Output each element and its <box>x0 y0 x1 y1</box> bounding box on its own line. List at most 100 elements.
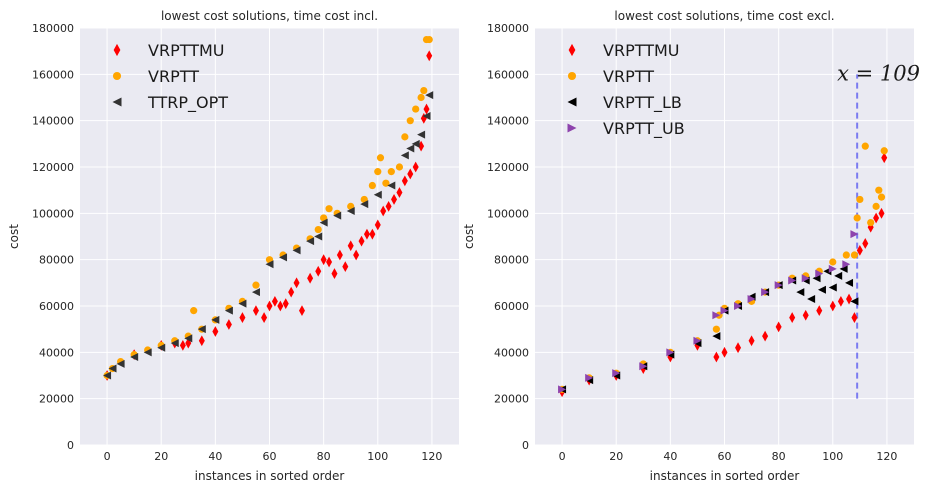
left-y-tick-label: 140000 <box>32 115 74 128</box>
right-y-tick-label: 160000 <box>487 68 529 81</box>
right-data-point <box>612 369 621 378</box>
left-data-point <box>212 326 219 337</box>
left-data-point <box>369 228 376 240</box>
left-data-point <box>279 253 288 262</box>
right-data-point <box>867 219 875 227</box>
right-data-point <box>802 309 809 321</box>
left-y-tick-label: 20000 <box>39 393 74 406</box>
left-data-point <box>420 112 427 124</box>
left-legend-label: VRPTTMU <box>148 41 225 60</box>
left-data-point <box>288 286 295 298</box>
right-x-tick-label: 20 <box>609 450 623 463</box>
left-data-point <box>380 205 387 217</box>
left-data-point <box>211 315 220 324</box>
left-data-point <box>266 300 273 312</box>
right-data-point <box>873 212 880 224</box>
right-legend-label: VRPTT_UB <box>603 119 685 139</box>
left-data-point <box>395 163 404 171</box>
right-y-tick-label: 0 <box>522 439 529 452</box>
right-data-point <box>828 264 837 273</box>
right-data-point <box>775 321 782 333</box>
right-chart-title: lowest cost solutions, time cost excl. <box>614 9 834 23</box>
left-data-point <box>116 359 125 368</box>
left-data-point <box>385 200 392 212</box>
left-y-tick-label: 180000 <box>32 22 74 35</box>
right-data-point <box>842 251 850 259</box>
right-legend-label: VRPTT <box>603 67 654 86</box>
left-data-point <box>347 240 354 252</box>
right-data-point <box>639 362 648 371</box>
left-data-point <box>346 207 355 216</box>
left-data-point <box>374 168 382 176</box>
left-y-tick-label: 160000 <box>32 68 74 81</box>
right-data-point <box>812 274 821 283</box>
right-data-point <box>856 245 863 256</box>
left-legend-label: VRPTT <box>148 67 199 86</box>
right-legend-marker <box>567 71 577 81</box>
left-data-point <box>422 112 431 121</box>
right-data-point <box>666 348 675 357</box>
left-data-point <box>225 319 232 330</box>
left-data-point <box>401 133 409 141</box>
right-y-tick-label: 20000 <box>494 393 529 406</box>
right-y-tick-label: 140000 <box>487 115 529 128</box>
right-data-point <box>761 288 770 297</box>
left-data-point <box>326 256 333 268</box>
right-legend-label: VRPTT_LB <box>603 93 682 113</box>
left-data-point <box>376 154 385 162</box>
left-legend-marker <box>112 97 122 107</box>
right-data-point <box>693 336 702 345</box>
right-legend-marker <box>567 97 577 107</box>
left-x-tick-label: 80 <box>317 450 331 463</box>
left-data-point <box>358 235 365 247</box>
left-data-point <box>306 237 315 246</box>
right-y-tick-label: 120000 <box>487 161 529 174</box>
right-data-point <box>667 351 674 363</box>
right-y-tick-label: 180000 <box>487 22 529 35</box>
right-x-tick-label: 120 <box>876 450 897 463</box>
right-data-point <box>875 186 883 194</box>
left-data-point <box>251 288 260 297</box>
right-data-point <box>712 332 721 341</box>
right-data-point <box>585 373 594 382</box>
right-data-point <box>829 300 836 312</box>
left-legend: VRPTTMU VRPTT TTRP_OPT <box>112 41 228 113</box>
left-x-tick-label: 100 <box>367 450 388 463</box>
right-data-point <box>829 258 837 266</box>
left-data-point <box>325 205 333 213</box>
left-data-point <box>391 194 398 205</box>
left-data-point <box>261 312 268 323</box>
left-data-point <box>382 179 390 187</box>
left-data-point <box>425 91 434 100</box>
left-data-point <box>130 352 139 361</box>
left-chart: 0 20 40 60 80 100 120 0 20000 40000 60000 80000 1000… <box>7 9 459 483</box>
right-data-point <box>762 330 769 342</box>
left-y-tick-label: 120000 <box>32 161 74 174</box>
right-x-axis-label: instances in sorted order <box>650 469 800 483</box>
right-data-point <box>713 351 720 363</box>
left-x-tick-label: 20 <box>154 450 168 463</box>
left-data-point <box>425 35 433 44</box>
right-data-point <box>796 288 805 297</box>
left-data-point <box>184 334 193 343</box>
left-chart-title: lowest cost solutions, time cost incl. <box>161 9 378 23</box>
left-data-point <box>239 312 246 323</box>
left-y-tick-label: 80000 <box>39 254 74 267</box>
left-data-point <box>368 181 376 190</box>
left-data-point <box>282 298 289 310</box>
left-data-point <box>265 260 274 269</box>
right-data-point <box>862 238 869 249</box>
left-data-point <box>190 307 198 315</box>
right-data-point <box>881 152 888 164</box>
left-data-point <box>417 130 426 139</box>
right-legend-marker <box>567 123 577 133</box>
right-y-tick-label: 80000 <box>494 254 529 267</box>
left-data-point <box>298 305 305 317</box>
left-data-point <box>108 364 117 373</box>
right-data-point <box>712 325 720 333</box>
left-data-point <box>411 139 420 148</box>
left-data-point <box>292 246 301 255</box>
right-data-point <box>789 312 796 323</box>
left-y-tick-label: 60000 <box>39 300 74 313</box>
